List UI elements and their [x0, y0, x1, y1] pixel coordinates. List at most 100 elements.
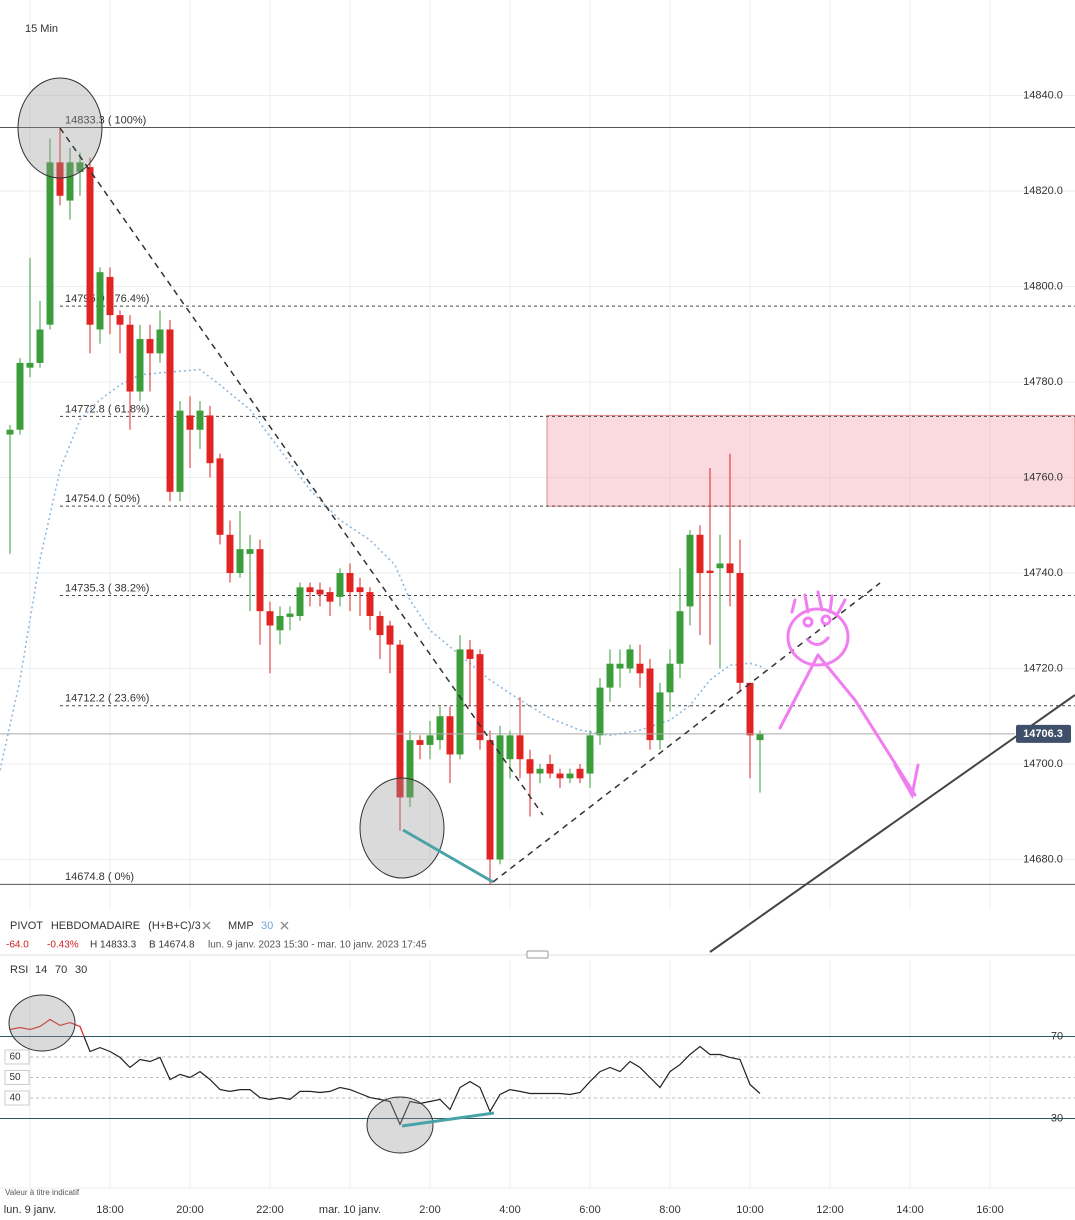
fib-label: 14833.3 ( 100%) [65, 114, 146, 126]
candle-body [616, 663, 624, 669]
x-tick-label: 8:00 [659, 1204, 680, 1216]
y-tick-label: 30 [1051, 1112, 1063, 1124]
x-tick-label: 20:00 [176, 1204, 204, 1216]
x-tick-label: 6:00 [579, 1204, 600, 1216]
candle-body [66, 162, 74, 201]
y-tick-label: 14740.0 [1023, 567, 1063, 579]
footnote: Valeur à titre indicatif [5, 1188, 80, 1197]
x-tick-label: 2:00 [419, 1204, 440, 1216]
candle-body [716, 563, 724, 569]
candle-body [576, 768, 584, 779]
candle-body [366, 592, 374, 616]
candle-body [666, 663, 674, 693]
divergence-line [402, 828, 494, 884]
candle-body [416, 740, 424, 745]
candle-body [346, 573, 354, 593]
change: -64.0 [6, 940, 29, 951]
level-label: 50 [9, 1072, 21, 1083]
candle-body [156, 329, 164, 354]
candle-body [276, 615, 284, 631]
candle-body [516, 735, 524, 760]
candle-body [696, 534, 704, 573]
candle-body [296, 587, 304, 616]
candle-body [176, 410, 184, 492]
candle-body [476, 654, 484, 741]
candle-body [36, 329, 44, 363]
x-tick-label: mar. 10 janv. [319, 1204, 381, 1216]
x-tick-label: 4:00 [499, 1204, 520, 1216]
y-tick-label: 14820.0 [1023, 185, 1063, 197]
y-tick-label: 14800.0 [1023, 280, 1063, 292]
candle-body [536, 768, 544, 774]
candle-body [706, 570, 714, 573]
candle-body [196, 410, 204, 430]
level-box [4, 1049, 30, 1065]
hand-drawing [778, 590, 920, 800]
grid-layer [0, 0, 1075, 1188]
candle-body [636, 663, 644, 674]
candle-body [606, 663, 614, 688]
drawings [8, 77, 1075, 1154]
change-pct: -0.43% [47, 940, 79, 951]
candle-body [656, 692, 664, 741]
candle-body [116, 315, 124, 325]
close-icon[interactable] [202, 921, 211, 930]
candle-body [336, 573, 344, 597]
rsi-lower: 30 [75, 964, 87, 976]
x-tick-label: lun. 9 janv. [4, 1204, 56, 1216]
fib-label: 14712.2 ( 23.6%) [65, 693, 149, 705]
candle-body [86, 167, 94, 325]
y-tick-label: 14780.0 [1023, 376, 1063, 388]
candle-body [436, 716, 444, 741]
candle-body [546, 764, 554, 774]
candle-body [466, 649, 474, 659]
close-icon[interactable] [280, 921, 289, 930]
candle-body [446, 716, 454, 755]
candle-body [456, 649, 464, 755]
candle-body [46, 162, 54, 325]
x-tick-label: 12:00 [816, 1204, 844, 1216]
pivot-legend: PIVOT HEBDOMADAIRE (H+B+C)/3 [10, 920, 201, 932]
candle-body [356, 587, 364, 593]
candle-body [746, 682, 754, 736]
x-tick-label: 10:00 [736, 1204, 764, 1216]
fib-label: 14735.3 ( 38.2%) [65, 582, 149, 594]
ma-legend: MMP [228, 920, 254, 932]
candle-body [486, 740, 494, 860]
candle-body [736, 573, 744, 683]
candle-body [96, 272, 104, 330]
high-label: H 14833.3 [90, 940, 137, 951]
candle-body [106, 276, 114, 316]
candle-body [496, 735, 504, 860]
candle-body [386, 625, 394, 645]
y-tick-label: 14720.0 [1023, 662, 1063, 674]
rsi-name: RSI [10, 964, 28, 976]
trend-line [492, 582, 881, 883]
candle-body [586, 735, 594, 774]
candle-body [316, 589, 324, 595]
x-tick-label: 18:00 [96, 1204, 124, 1216]
timeframe: 15 Min [25, 23, 58, 35]
candle-body [226, 534, 234, 573]
last-price-label: 14706.3 [1023, 728, 1063, 740]
candle-body [686, 534, 694, 607]
fib-label: 14674.8 ( 0%) [65, 871, 134, 883]
level-box [4, 1070, 30, 1085]
candle-body [186, 415, 194, 430]
y-tick-label: 14700.0 [1023, 758, 1063, 770]
candle-body [286, 613, 294, 617]
resize-handle[interactable] [526, 950, 549, 959]
trend-line [709, 694, 1075, 953]
low-label: B 14674.8 [149, 940, 195, 951]
price-panel: 14833.3 ( 100%)14795.9 ( 76.4%)14772.8 (… [0, 114, 1075, 885]
candle-body [326, 592, 334, 602]
y-tick-label: 70 [1051, 1030, 1063, 1042]
x-tick-label: 14:00 [896, 1204, 924, 1216]
candle-body [26, 362, 34, 368]
last-price-tag [1016, 724, 1071, 743]
candle-body [306, 587, 314, 593]
candle-body [566, 773, 574, 779]
y-tick-label: 14760.0 [1023, 471, 1063, 483]
fib-label: 14772.8 ( 61.8%) [65, 403, 149, 415]
